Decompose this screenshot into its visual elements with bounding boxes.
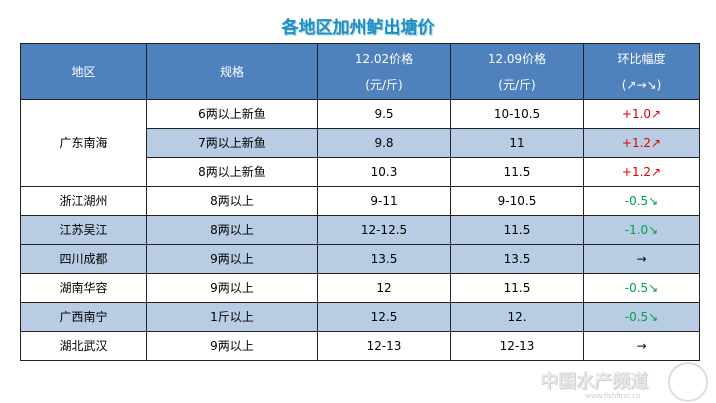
cell-change: +1.2↗ xyxy=(583,157,700,187)
cell-p1: 9.5 xyxy=(317,99,451,129)
cell-spec: 8两以上新鱼 xyxy=(146,157,318,187)
cell-p1: 9-11 xyxy=(317,186,451,216)
cell-change: → xyxy=(583,244,700,274)
cell-change: -0.5↘ xyxy=(583,186,700,216)
cell-p2: 10-10.5 xyxy=(450,99,584,129)
cell-region: 广西南宁 xyxy=(20,302,147,332)
cell-p1: 12.5 xyxy=(317,302,451,332)
header-price-1202: 12.02价格 (元/斤) xyxy=(317,43,451,100)
cell-spec: 9两以上 xyxy=(146,273,318,303)
cell-spec: 1斤以上 xyxy=(146,302,318,332)
cell-p2: 12-13 xyxy=(450,331,584,361)
header-label: 规格 xyxy=(219,64,244,79)
table-row: 江苏吴江 8两以上 12-12.5 11.5 -1.0↘ xyxy=(20,215,700,245)
table-row: 8两以上新鱼 10.3 11.5 +1.2↗ xyxy=(21,157,700,187)
cell-change: -1.0↘ xyxy=(583,215,700,245)
cell-p2: 13.5 xyxy=(450,244,584,274)
cell-region: 湖北武汉 xyxy=(20,331,147,361)
header-spec: 规格 xyxy=(146,43,318,100)
header-label: 12.09价格 xyxy=(487,51,547,66)
table-row: 湖北武汉 9两以上 12-13 12-13 → xyxy=(20,331,700,361)
cell-region: 浙江湖州 xyxy=(20,186,147,216)
cell-spec: 9两以上 xyxy=(146,244,318,274)
header-region: 地区 xyxy=(20,43,147,100)
cell-p1: 10.3 xyxy=(317,157,451,187)
cell-change: +1.2↗ xyxy=(583,128,700,158)
globe-logo xyxy=(668,362,708,402)
cell-change: +1.0↗ xyxy=(583,99,700,129)
watermark: 中国水产频道 xyxy=(540,371,648,392)
cell-p1: 13.5 xyxy=(317,244,451,274)
watermark-url: www.fishfirst.cn xyxy=(585,392,641,400)
header-unit: (元/斤) xyxy=(498,77,536,92)
cell-p2: 11.5 xyxy=(450,157,584,187)
cell-change: → xyxy=(583,331,700,361)
price-table: 地区 规格 12.02价格 (元/斤) 12.09价格 (元/斤) 环比幅度 (↗→↘… xyxy=(20,43,700,361)
cell-change: -0.5↘ xyxy=(583,273,700,303)
header-change: 环比幅度 (↗→↘) xyxy=(583,43,700,100)
table-row: 7两以上新鱼 9.8 11 +1.2↗ xyxy=(21,128,700,158)
header-row: 地区 规格 12.02价格 (元/斤) 12.09价格 (元/斤) 环比幅度 (↗→↘… xyxy=(20,43,700,100)
header-price-1209: 12.09价格 (元/斤) xyxy=(450,43,584,100)
header-label: 地区 xyxy=(71,64,96,79)
header-unit: (元/斤) xyxy=(365,77,403,92)
cell-p1: 12-12.5 xyxy=(317,215,451,245)
table-row: 四川成都 9两以上 13.5 13.5 → xyxy=(20,244,700,274)
cell-change: -0.5↘ xyxy=(583,302,700,332)
cell-region: 四川成都 xyxy=(20,244,147,274)
cell-p2: 12. xyxy=(450,302,584,332)
cell-spec: 8两以上 xyxy=(146,215,318,245)
cell-p2: 11.5 xyxy=(450,273,584,303)
header-label: 12.02价格 xyxy=(354,51,414,66)
cell-spec: 6两以上新鱼 xyxy=(146,99,318,129)
cell-p1: 12 xyxy=(317,273,451,303)
cell-spec: 9两以上 xyxy=(146,331,318,361)
header-unit: (↗→↘) xyxy=(621,77,662,92)
table-row: 湖南华容 9两以上 12 11.5 -0.5↘ xyxy=(20,273,700,303)
cell-p1: 9.8 xyxy=(317,128,451,158)
header-label: 环比幅度 xyxy=(617,51,666,66)
cell-spec: 8两以上 xyxy=(146,186,318,216)
cell-p1: 12-13 xyxy=(317,331,451,361)
cell-p2: 9-10.5 xyxy=(450,186,584,216)
cell-region: 江苏吴江 xyxy=(20,215,147,245)
page-title: 各地区加州鲈出塘价 xyxy=(281,18,435,38)
cell-spec: 7两以上新鱼 xyxy=(146,128,318,158)
table-row: 浙江湖州 8两以上 9-11 9-10.5 -0.5↘ xyxy=(20,186,700,216)
table-row: 广东南海 6两以上新鱼 9.5 10-10.5 +1.0↗ xyxy=(20,99,700,187)
cell-p2: 11.5 xyxy=(450,215,584,245)
table-row: 广西南宁 1斤以上 12.5 12. -0.5↘ xyxy=(20,302,700,332)
cell-p2: 11 xyxy=(450,128,584,158)
cell-region: 湖南华容 xyxy=(20,273,147,303)
cell-region: 广东南海 xyxy=(20,99,147,187)
